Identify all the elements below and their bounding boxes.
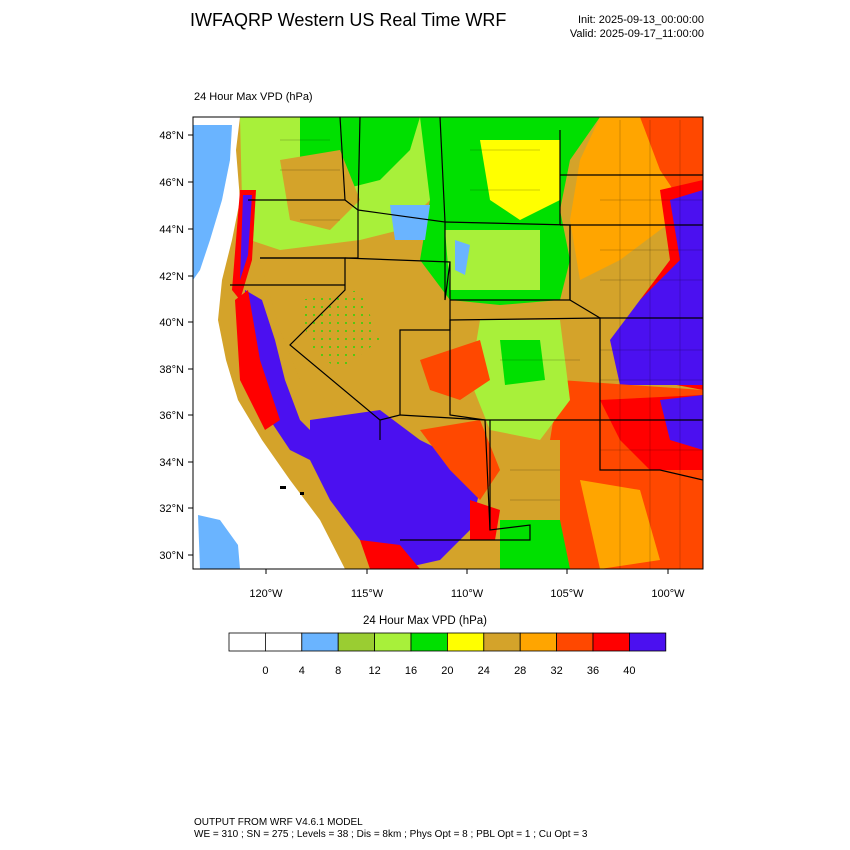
lat-label: 36°N <box>159 410 184 422</box>
lon-label: 105°W <box>550 588 584 600</box>
vpd-field <box>193 117 703 569</box>
colorbar-swatch <box>556 632 594 652</box>
colorbar-swatch <box>337 632 376 652</box>
colorbar-label: 20 <box>441 665 453 677</box>
state-boundaries <box>230 117 703 541</box>
arizona-nm-border <box>399 414 531 541</box>
lat-label: 42°N <box>159 271 184 283</box>
map-frame <box>192 116 704 570</box>
colorbar-label: 16 <box>405 665 417 677</box>
colorbar-label: 0 <box>262 665 268 677</box>
colorbar-label: 32 <box>550 665 562 677</box>
colorado-dark <box>500 340 545 385</box>
colorbar-swatch <box>264 632 303 652</box>
init-time: Init: 2025-09-13_00:00:00 <box>578 14 704 26</box>
lat-label: 40°N <box>159 317 184 329</box>
lat-label: 46°N <box>159 177 184 189</box>
mexico-green <box>500 520 570 569</box>
montana-yellow <box>480 140 560 220</box>
basin-texture <box>300 290 380 370</box>
colorbar-label: 8 <box>335 665 341 677</box>
arizona-rim <box>420 420 500 500</box>
colorbar-swatch <box>592 632 630 652</box>
idaho-wyoming-border <box>357 209 451 301</box>
colorbar-swatch <box>519 632 558 652</box>
colorbar-label: 40 <box>623 665 635 677</box>
montana-border <box>439 117 446 223</box>
county-lines <box>280 120 703 569</box>
utah-red <box>420 340 490 400</box>
colorbar-label: 12 <box>368 665 380 677</box>
colorbar-swatch <box>228 632 266 652</box>
idaho-panhandle-border <box>357 117 361 211</box>
colorbar-swatch <box>446 632 485 652</box>
lat-label: 38°N <box>159 364 184 376</box>
colorbar-swatch <box>483 632 521 652</box>
colorbar-swatch <box>374 632 412 652</box>
washington-idaho-border <box>339 117 346 201</box>
texas-border <box>599 420 703 481</box>
colorbar-label: 36 <box>587 665 599 677</box>
new-mexico <box>490 440 560 520</box>
colorbar-title: 24 Hour Max VPD (hPa) <box>363 615 487 627</box>
colorbar-label: 24 <box>478 665 490 677</box>
dakota-border <box>559 130 601 319</box>
lat-label: 32°N <box>159 503 184 515</box>
nevada-border <box>260 257 381 440</box>
longitude-axis: 120°W 115°W 110°W 105°W 100°W <box>249 569 685 600</box>
county-grid <box>600 120 703 569</box>
baja-red <box>360 540 420 569</box>
channel-island <box>300 492 304 495</box>
oklahoma-purple <box>660 395 703 450</box>
lat-label: 30°N <box>159 550 184 562</box>
utah-border <box>344 257 451 421</box>
colorado-border <box>449 317 601 421</box>
wind-river-low <box>455 240 470 275</box>
lon-label: 110°W <box>451 588 484 600</box>
lat-label: 48°N <box>159 130 184 142</box>
plains-red-ne <box>640 117 703 200</box>
latitude-axis: 48°N 46°N 44°N 42°N 40°N 38°N 36°N 34°N 32°N 30°N <box>159 130 193 562</box>
colorbar-label: 28 <box>514 665 526 677</box>
lon-label: 115°W <box>351 588 384 600</box>
channel-island <box>280 486 286 489</box>
colorbar: 0 4 8 12 16 20 24 28 32 36 40 <box>228 632 667 677</box>
footer-model-line: OUTPUT FROM WRF V4.6.1 MODEL <box>194 817 363 828</box>
oregon-coast-purple <box>240 195 252 280</box>
ocean-low-vpd-south <box>198 515 240 569</box>
lon-label: 100°W <box>651 588 685 600</box>
footer-options-line: WE = 310 ; SN = 275 ; Levels = 38 ; Dis … <box>194 829 588 840</box>
ocean-low-vpd <box>193 125 232 280</box>
lon-label: 120°W <box>249 588 283 600</box>
central-valley <box>245 290 320 460</box>
field-label: 24 Hour Max VPD (hPa) <box>194 91 313 103</box>
colorbar-swatch <box>410 632 448 652</box>
yellowstone-low <box>390 205 430 240</box>
dakota-lines <box>560 174 703 226</box>
plains-purple <box>610 190 703 385</box>
coast-range-red <box>235 290 280 430</box>
valid-time: Valid: 2025-09-17_11:00:00 <box>569 28 704 40</box>
county-grid-west <box>280 139 580 501</box>
colorbar-label: 4 <box>299 665 305 677</box>
colorbar-swatch <box>301 632 339 652</box>
lat-label: 34°N <box>159 457 184 469</box>
lat-label: 44°N <box>159 224 184 236</box>
plot-title: IWFAQRP Western US Real Time WRF <box>190 10 507 30</box>
ocean-area <box>193 117 345 569</box>
colorbar-swatch <box>629 632 667 652</box>
